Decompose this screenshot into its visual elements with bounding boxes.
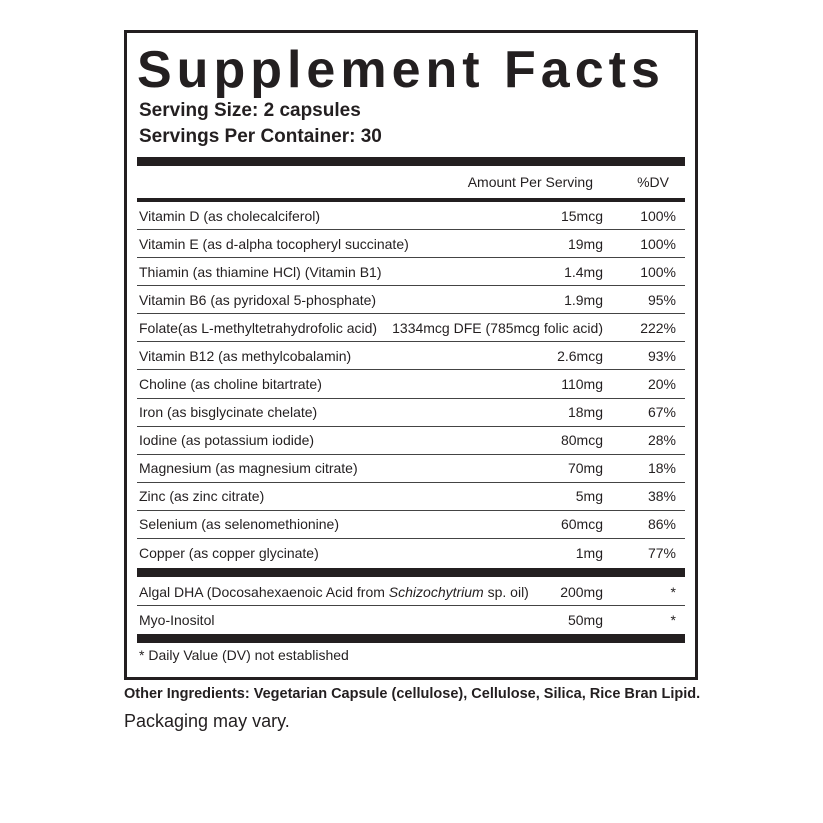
nutrient-row: Vitamin B6 (as pyridoxal 5-phosphate) 1.9… bbox=[137, 286, 685, 315]
nutrient-dv: 93% bbox=[647, 347, 676, 364]
other-amount: 50mg bbox=[567, 612, 603, 628]
nutrient-row: Copper (as copper glycinate) 1mg 77% bbox=[137, 539, 685, 567]
thick-rule bbox=[137, 157, 685, 166]
nutrient-amount: 2.6mcg bbox=[557, 347, 603, 364]
other-amount: 200mg bbox=[560, 583, 603, 600]
nutrient-name: Magnesium (as magnesium citrate) bbox=[139, 460, 358, 477]
amount-header: Amount Per Serving bbox=[467, 174, 593, 190]
nutrient-dv: 38% bbox=[647, 488, 676, 505]
nutrient-amount: 19mg bbox=[567, 235, 603, 252]
nutrient-row: Thiamin (as thiamine HCl) (Vitamin B1) 1.… bbox=[137, 258, 685, 287]
nutrient-name: Folate(as L-methyltetrahydrofolic acid) bbox=[139, 319, 378, 336]
nutrient-amount: 18mg bbox=[567, 404, 603, 421]
nutrient-name: Vitamin B12 (as methylcobalamin) bbox=[139, 347, 352, 364]
dv-header: %DV bbox=[637, 174, 669, 190]
packaging-note: Packaging may vary. bbox=[124, 711, 290, 731]
nutrient-name: Vitamin D (as cholecalciferol) bbox=[139, 207, 321, 224]
label-title: Supplement Facts bbox=[137, 41, 665, 99]
nutrient-row: Vitamin E (as d-alpha tocopheryl succina… bbox=[137, 230, 685, 259]
other-row: Algal DHA (Docosahexaenoic Acid from Sch… bbox=[137, 578, 685, 606]
header-row: Amount Per Serving %DV bbox=[137, 168, 685, 196]
nutrient-name: Copper (as copper glycinate) bbox=[139, 544, 319, 561]
nutrient-name: Thiamin (as thiamine HCl) (Vitamin B1) bbox=[139, 263, 382, 280]
nutrient-name: Iron (as bisglycinate chelate) bbox=[139, 404, 318, 421]
nutrient-name: Vitamin B6 (as pyridoxal 5-phosphate) bbox=[139, 291, 377, 308]
nutrient-name: Zinc (as zinc citrate) bbox=[139, 488, 265, 505]
nutrient-dv: 20% bbox=[647, 375, 676, 392]
name-part: Schizochytrium bbox=[388, 583, 484, 600]
nutrient-row: Iodine (as potassium iodide) 80mcg 28% bbox=[137, 427, 685, 455]
nutrient-dv: 100% bbox=[640, 235, 676, 252]
nutrient-amount: 60mcg bbox=[560, 516, 603, 533]
other-ingredients: Other Ingredients: Vegetarian Capsule (c… bbox=[124, 686, 701, 702]
footnote: * Daily Value (DV) not established bbox=[139, 647, 349, 663]
nutrient-dv: 77% bbox=[647, 544, 676, 561]
nutrient-dv: 28% bbox=[647, 432, 676, 449]
nutrient-amount: 70mg bbox=[567, 460, 603, 477]
nutrient-name: Choline (as choline bitartrate) bbox=[139, 375, 322, 392]
nutrient-dv: 18% bbox=[647, 460, 676, 477]
other-dv: * bbox=[670, 612, 676, 628]
nutrient-name: Iodine (as potassium iodide) bbox=[139, 432, 315, 449]
nutrient-row: Iron (as bisglycinate chelate) 18mg 67% bbox=[137, 399, 685, 427]
nutrient-dv: 100% bbox=[640, 263, 676, 280]
thick-rule bbox=[137, 568, 685, 577]
nutrient-dv: 86% bbox=[647, 516, 676, 533]
nutrient-amount: 110mg bbox=[561, 375, 603, 392]
nutrient-dv: 100% bbox=[640, 207, 676, 224]
nutrient-row: Vitamin D (as cholecalciferol) 15mcg 100% bbox=[137, 202, 685, 231]
serving-size: Serving Size: 2 capsules bbox=[139, 100, 361, 121]
nutrient-amount: 5mg bbox=[575, 488, 603, 505]
medium-rule bbox=[137, 198, 685, 202]
nutrient-amount: 1mg bbox=[575, 544, 603, 561]
nutrient-row: Choline (as choline bitartrate) 110mg 20% bbox=[137, 370, 685, 399]
servings-per-container: Servings Per Container: 30 bbox=[139, 126, 382, 147]
other-row: Myo-Inositol 50mg * bbox=[137, 606, 685, 634]
nutrient-dv: 67% bbox=[647, 404, 676, 421]
nutrient-amount: 80mcg bbox=[560, 432, 603, 449]
nutrient-dv: 95% bbox=[647, 291, 676, 308]
nutrient-amount: 1334mcg DFE (785mcg folic acid) bbox=[392, 319, 603, 336]
other-name: Algal DHA (Docosahexaenoic Acid from Sch… bbox=[139, 584, 529, 600]
nutrient-amount: 1.9mg bbox=[564, 291, 603, 308]
nutrient-row: Magnesium (as magnesium citrate) 70mg 18% bbox=[137, 455, 685, 483]
other-name: Myo-Inositol bbox=[139, 612, 215, 628]
thick-rule bbox=[137, 634, 685, 643]
nutrient-row: Vitamin B12 (as methylcobalamin) 2.6mcg 93… bbox=[137, 342, 685, 371]
name-part: sp. oil) bbox=[483, 583, 529, 600]
nutrient-amount: 1.4mg bbox=[564, 263, 603, 280]
nutrient-name: Selenium (as selenomethionine) bbox=[139, 516, 339, 533]
label-box bbox=[124, 30, 698, 680]
nutrient-dv: 222% bbox=[640, 319, 676, 336]
nutrient-row: Folate(as L-methyltetrahydrofolic acid) 1… bbox=[137, 314, 685, 343]
nutrient-row: Zinc (as zinc citrate) 5mg 38% bbox=[137, 483, 685, 511]
nutrient-amount: 15mcg bbox=[560, 207, 603, 224]
name-part: Algal DHA (Docosahexaenoic Acid from bbox=[139, 583, 389, 600]
other-dv: * bbox=[670, 583, 676, 600]
nutrient-row: Selenium (as selenomethionine) 60mcg 86% bbox=[137, 511, 685, 539]
nutrient-name: Vitamin E (as d-alpha tocopheryl succina… bbox=[139, 235, 409, 252]
